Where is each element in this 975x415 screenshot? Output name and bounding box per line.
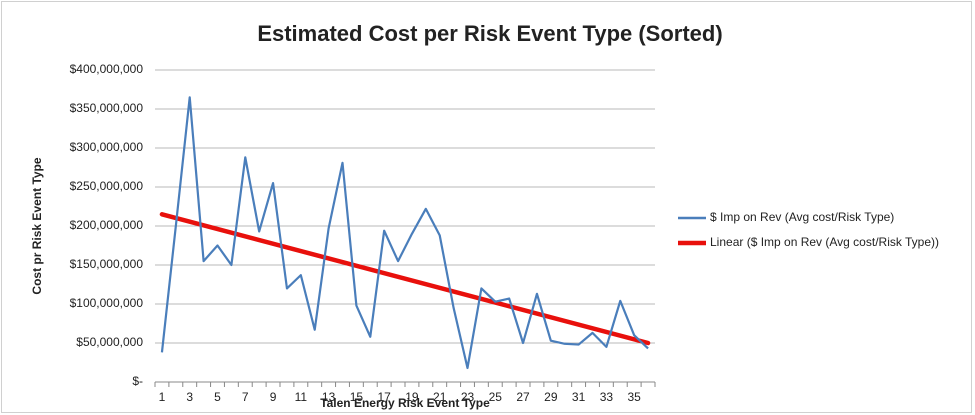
y-tick-label: $150,000,000 — [70, 257, 144, 271]
y-tick-label: $250,000,000 — [70, 179, 144, 193]
legend-label: $ Imp on Rev (Avg cost/Risk Type) — [710, 210, 894, 224]
y-tick-label: $50,000,000 — [76, 335, 143, 349]
x-tick-label: 29 — [544, 390, 558, 404]
legend-label: Linear ($ Imp on Rev (Avg cost/Risk Type… — [710, 235, 939, 249]
x-tick-label: 9 — [270, 390, 277, 404]
data-line — [160, 96, 649, 370]
trendline — [159, 212, 651, 346]
x-tick-label: 3 — [186, 390, 193, 404]
x-tick-label: 27 — [516, 390, 530, 404]
y-tick-label: $400,000,000 — [70, 62, 144, 76]
x-tick-label: 15 — [350, 390, 364, 404]
y-tick-label: $350,000,000 — [70, 101, 144, 115]
x-tick-label: 13 — [322, 390, 336, 404]
y-tick-label: $- — [132, 374, 143, 388]
x-tick-label: 1 — [159, 390, 166, 404]
x-tick-label: 7 — [242, 390, 249, 404]
y-tick-label: $100,000,000 — [70, 296, 144, 310]
y-axis-title: Cost pr Risk Event Type — [30, 157, 44, 294]
x-tick-label: 17 — [377, 390, 391, 404]
x-tick-label: 25 — [489, 390, 503, 404]
x-tick-label: 11 — [295, 390, 308, 404]
x-tick-label: 31 — [572, 390, 586, 404]
x-tick-label: 35 — [627, 390, 641, 404]
chart-title: Estimated Cost per Risk Event Type (Sort… — [257, 21, 722, 46]
x-tick-label: 19 — [405, 390, 419, 404]
y-tick-label: $200,000,000 — [70, 218, 144, 232]
x-tick-label: 23 — [461, 390, 475, 404]
x-tick-label: 33 — [600, 390, 614, 404]
y-tick-label: $300,000,000 — [70, 140, 144, 154]
x-tick-label: 5 — [214, 390, 221, 404]
x-tick-label: 21 — [433, 390, 447, 404]
x-axis-title: Talen Energy Risk Event Type — [320, 396, 490, 410]
